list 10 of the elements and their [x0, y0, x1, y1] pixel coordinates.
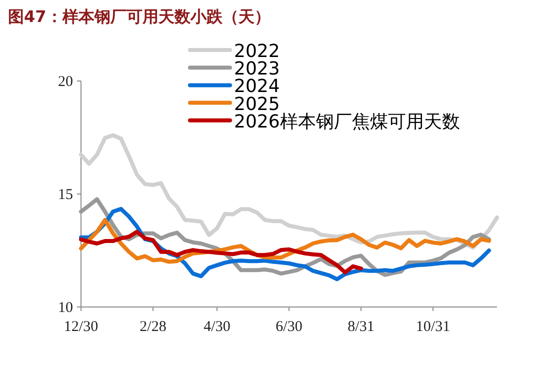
- y-tick-label: 20: [58, 74, 73, 90]
- x-tick-label: 4/30: [204, 319, 230, 335]
- x-tick-label: 2/28: [140, 319, 166, 335]
- x-tick-label: 12/30: [64, 319, 98, 335]
- x-tick-label: 8/31: [348, 319, 374, 335]
- y-tick-label: 15: [58, 187, 73, 203]
- title: 图47：样本钢厂可用天数小跌（天）: [8, 7, 270, 26]
- x-tick-label: 10/31: [416, 319, 450, 335]
- x-tick-label: 6/30: [276, 319, 302, 335]
- y-tick-label: 10: [58, 300, 73, 316]
